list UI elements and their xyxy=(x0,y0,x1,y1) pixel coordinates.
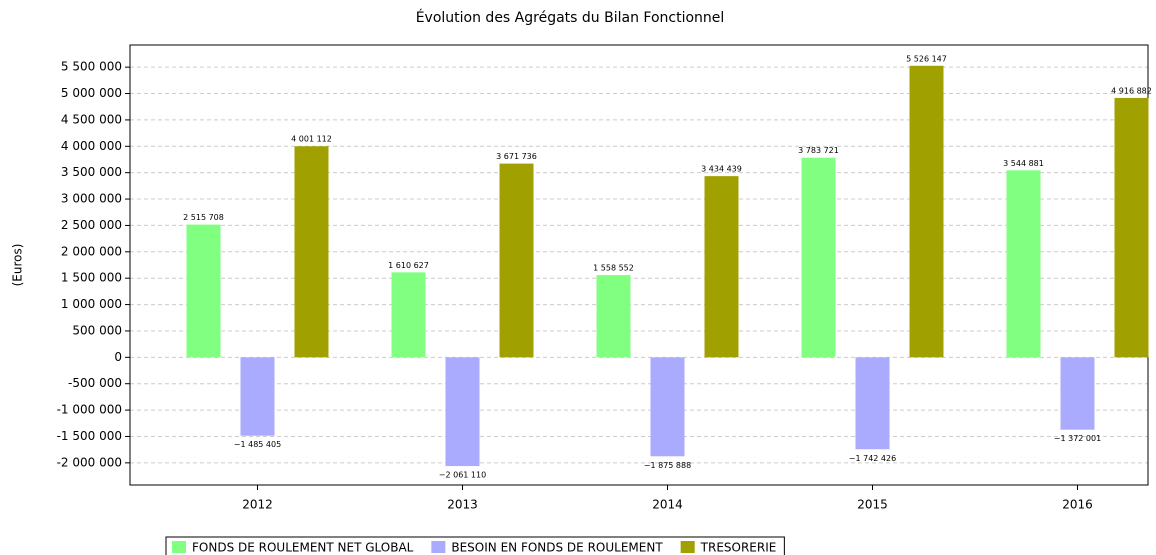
y-tick-label: -1 000 000 xyxy=(57,403,122,417)
bar xyxy=(1006,170,1041,358)
bar xyxy=(445,357,480,467)
y-tick-label: 500 000 xyxy=(72,323,122,337)
value-label: 5 526 147 xyxy=(906,54,947,63)
x-tick-label: 2013 xyxy=(447,498,478,512)
y-tick-label: 0 xyxy=(114,350,122,364)
y-tick-label: -2 000 000 xyxy=(57,455,122,469)
value-label: 3 434 439 xyxy=(701,165,742,174)
bar xyxy=(391,272,426,358)
y-tick-label: -500 000 xyxy=(68,376,122,390)
value-label: 3 671 736 xyxy=(496,152,537,161)
bar xyxy=(186,224,221,358)
legend-swatch xyxy=(680,541,695,553)
y-tick-label: 4 000 000 xyxy=(61,139,122,153)
bar xyxy=(1114,97,1149,358)
value-label: 4 916 882 xyxy=(1111,86,1152,95)
x-tick-label: 2012 xyxy=(242,498,273,512)
legend-label: TRESORERIE xyxy=(700,541,777,555)
legend-label: FONDS DE ROULEMENT NET GLOBAL xyxy=(192,541,414,555)
value-label: 3 544 881 xyxy=(1003,159,1044,168)
y-tick-label: 5 500 000 xyxy=(61,60,122,74)
value-label: 2 515 708 xyxy=(183,213,224,222)
x-tick-label: 2015 xyxy=(857,498,888,512)
value-label: 1 558 552 xyxy=(593,264,634,273)
bar xyxy=(240,357,275,436)
value-label: 1 610 627 xyxy=(388,261,429,270)
value-label: −1 485 405 xyxy=(234,440,281,449)
value-label: −1 875 888 xyxy=(644,461,691,470)
y-tick-label: 4 500 000 xyxy=(61,112,122,126)
chart-title: Évolution des Agrégats du Bilan Fonction… xyxy=(416,9,725,26)
bar xyxy=(855,357,890,450)
x-tick-label: 2016 xyxy=(1062,498,1093,512)
legend: FONDS DE ROULEMENT NET GLOBAL BESOIN EN F… xyxy=(165,536,785,555)
value-label: −2 061 110 xyxy=(439,471,486,480)
legend-swatch xyxy=(431,541,446,553)
y-tick-label: 3 000 000 xyxy=(61,192,122,206)
bar xyxy=(650,357,685,457)
y-tick-label: 2 000 000 xyxy=(61,244,122,258)
bar xyxy=(909,65,944,358)
x-tick-label: 2014 xyxy=(652,498,683,512)
value-label: −1 742 426 xyxy=(849,454,896,463)
y-tick-label: 1 500 000 xyxy=(61,271,122,285)
bar xyxy=(1060,357,1095,430)
y-tick-label: 3 500 000 xyxy=(61,165,122,179)
plot-frame xyxy=(129,44,1149,486)
bar xyxy=(294,146,329,358)
bar xyxy=(801,157,836,358)
legend-box xyxy=(165,536,785,555)
value-label: 3 783 721 xyxy=(798,146,839,155)
bar xyxy=(499,163,534,358)
y-tick-label: 1 000 000 xyxy=(61,297,122,311)
bar xyxy=(704,176,739,358)
value-label: 4 001 112 xyxy=(291,135,332,144)
y-tick-label: -1 500 000 xyxy=(57,429,122,443)
bar xyxy=(596,275,631,358)
y-tick-label: 2 500 000 xyxy=(61,218,122,232)
y-tick-label: 5 000 000 xyxy=(61,86,122,100)
legend-swatch xyxy=(172,541,186,553)
value-label: −1 372 001 xyxy=(1054,434,1101,443)
y-axis-label: (Euros) xyxy=(11,244,25,287)
legend-label: BESOIN EN FONDS DE ROULEMENT xyxy=(451,541,663,555)
